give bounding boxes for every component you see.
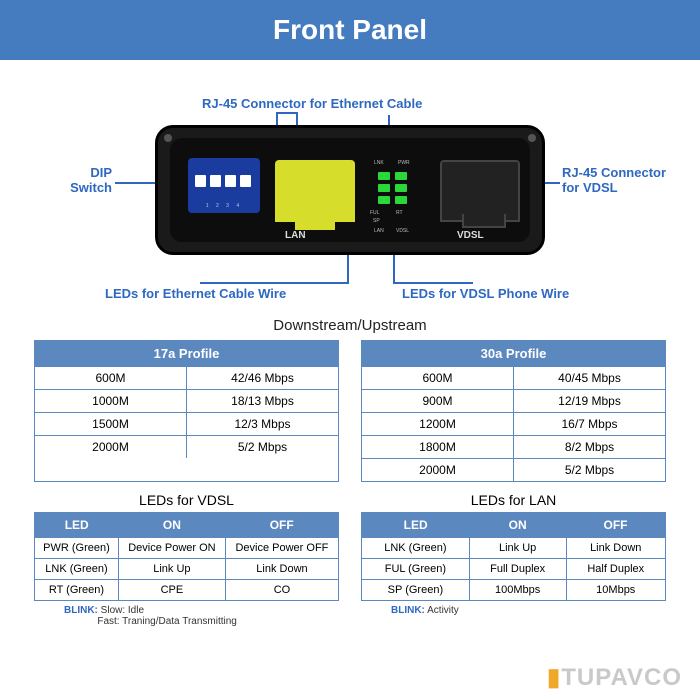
cell-rate: 12/19 Mbps [514,390,665,412]
cell-distance: 2000M [35,436,187,458]
cell-rate: 5/2 Mbps [187,436,338,458]
cell: CO [225,580,338,601]
cell: 10Mbps [566,580,666,601]
screw-icon [164,134,172,142]
dip-switch: 1 2 3 4 [188,158,260,213]
cell-distance: 1800M [362,436,514,458]
blink-note: BLINK: Slow: Idle Fast: Traning/Data Tra… [34,605,339,627]
cell: RT (Green) [35,580,119,601]
cell-distance: 1200M [362,413,514,435]
rj45-vdsl-port [440,160,520,222]
device-face: 1 2 3 4 LAN LNK PWR FUL RT SP LAN VDSL V… [170,138,530,242]
cell: Link Up [469,538,566,559]
cell: Link Down [566,538,666,559]
page-title: Front Panel [0,0,700,60]
blink-value: Activity [427,605,459,616]
brand-logo: ▮TUPAVCO [547,663,682,692]
table-leds-vdsl: LEDs for VDSL LED ON OFF PWR (Green)Devi… [34,492,339,627]
cell-rate: 16/7 Mbps [514,413,665,435]
logo-text: TUPAVCO [561,664,682,691]
led-block: LNK PWR FUL RT SP LAN VDSL [370,160,428,222]
cell: Link Up [118,559,225,580]
table-30a-profile: 30a Profile 600M40/45 Mbps 900M12/19 Mbp… [361,340,666,482]
led-label: PWR [398,160,410,166]
profile-tables: 17a Profile 600M42/46 Mbps 1000M18/13 Mb… [0,340,700,482]
leader-line [200,282,349,284]
rj45-lan-port [275,160,355,222]
callout-rj45-lan: RJ-45 Connector for Ethernet Cable [202,96,422,111]
callout-leds-vdsl: LEDs for VDSL Phone Wire [402,286,569,301]
cell-rate: 12/3 Mbps [187,413,338,435]
device-diagram: DIP Switch RJ-45 Connector for Ethernet … [0,60,700,315]
cell: Device Power ON [118,538,225,559]
cell-rate: 42/46 Mbps [187,367,338,389]
cell-distance: 1500M [35,413,187,435]
device-body: 1 2 3 4 LAN LNK PWR FUL RT SP LAN VDSL V… [155,125,545,255]
cell: CPE [118,580,225,601]
cell-rate: 8/2 Mbps [514,436,665,458]
table-header: 17a Profile [35,341,338,366]
cell: LNK (Green) [362,538,470,559]
blink-value: Fast: Traning/Data Transmitting [97,616,237,627]
cell: FUL (Green) [362,559,470,580]
cell: Half Duplex [566,559,666,580]
led-label: RT [396,210,403,216]
cell-distance: 1000M [35,390,187,412]
blink-label: BLINK: [391,605,425,616]
led-label: LNK [374,160,384,166]
cell: LNK (Green) [35,559,119,580]
table-17a-profile: 17a Profile 600M42/46 Mbps 1000M18/13 Mb… [34,340,339,482]
cell-distance: 900M [362,390,514,412]
led-icon [378,196,390,204]
led-label: VDSL [396,228,409,234]
led-tables: LEDs for VDSL LED ON OFF PWR (Green)Devi… [0,482,700,627]
callout-leds-lan: LEDs for Ethernet Cable Wire [105,286,286,301]
led-label: FUL [370,210,379,216]
cell: PWR (Green) [35,538,119,559]
cell: Full Duplex [469,559,566,580]
col-on: ON [469,513,566,538]
led-icon [395,172,407,180]
leader-line [276,112,298,114]
cell-rate: 18/13 Mbps [187,390,338,412]
led-icon [395,196,407,204]
callout-dip-switch: DIP Switch [42,165,112,195]
vdsl-port-label: VDSL [457,230,484,241]
downstream-upstream-title: Downstream/Upstream [0,317,700,334]
col-off: OFF [566,513,666,538]
cell-distance: 2000M [362,459,514,481]
cell: SP (Green) [362,580,470,601]
led-label: LAN [374,228,384,234]
col-off: OFF [225,513,338,538]
cell: 100Mbps [469,580,566,601]
cell-rate: 40/45 Mbps [514,367,665,389]
lan-port-label: LAN [285,230,306,241]
blink-value: Slow: Idle [101,605,144,616]
cell-rate: 5/2 Mbps [514,459,665,481]
screw-icon [528,134,536,142]
blink-note: BLINK: Activity [361,605,666,616]
table-title: LEDs for LAN [361,492,666,508]
blink-label: BLINK: [64,605,98,616]
cell: Link Down [225,559,338,580]
col-led: LED [362,513,470,538]
led-label: SP [373,218,380,224]
col-led: LED [35,513,119,538]
led-icon [378,172,390,180]
table-header: 30a Profile [362,341,665,366]
cell-distance: 600M [362,367,514,389]
col-on: ON [118,513,225,538]
leader-line [393,282,473,284]
cell: Device Power OFF [225,538,338,559]
cell-distance: 600M [35,367,187,389]
table-title: LEDs for VDSL [34,492,339,508]
led-icon [378,184,390,192]
table-leds-lan: LEDs for LAN LED ON OFF LNK (Green)Link … [361,492,666,627]
led-icon [395,184,407,192]
callout-rj45-vdsl: RJ-45 Connector for VDSL [562,165,692,195]
